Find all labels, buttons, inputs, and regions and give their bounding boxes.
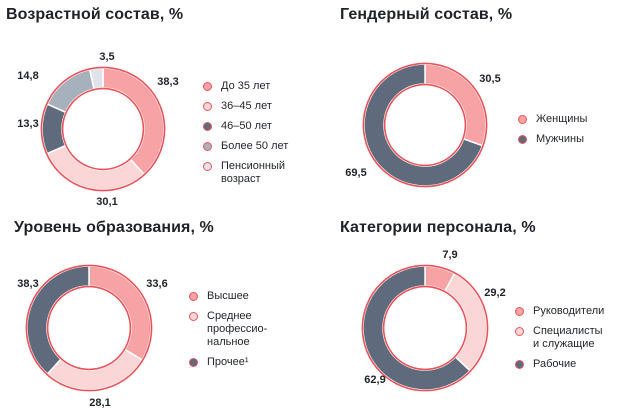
legend-label: 46–50 лет — [221, 120, 272, 132]
value-label-среднее-профессио-нальное: 28,1 — [89, 397, 110, 409]
age-donut-chart: 38,3 30,1 13,3 14,8 3,5 — [17, 51, 178, 208]
legend-item-более-50-лет: Более 50 лет — [203, 140, 288, 153]
legend-swatch — [189, 312, 198, 321]
legend-label: Специалисты и служащие — [533, 325, 603, 350]
legend-swatch — [189, 358, 198, 367]
legend-swatch — [515, 307, 524, 316]
legend-swatch — [203, 102, 212, 111]
legend-label: Руководители — [533, 305, 605, 317]
legend-item-специалисты-и-служащие: Специалисты и служащие — [515, 325, 604, 351]
donut-inner-outline — [61, 87, 145, 171]
legend-swatch — [203, 142, 212, 151]
legend-label: Женщины — [536, 113, 588, 125]
education-legend: Высшее Среднее профессио- нальное Прочее¹ — [189, 290, 267, 376]
gender-donut-chart: 30,5 69,5 — [345, 62, 501, 188]
value-label-46-50-лет: 13,3 — [17, 118, 38, 130]
legend-label: Прочее¹ — [207, 356, 249, 368]
gender-legend: Женщины Мужчины — [518, 113, 587, 153]
value-label-36-45-лет: 30,1 — [96, 196, 117, 208]
value-label-специалисты-и-служащие: 29,2 — [484, 287, 505, 299]
value-label-руководители: 7,9 — [442, 249, 457, 261]
age-chart-title: Возрастной состав, % — [6, 6, 184, 23]
value-label-до-35-лет: 38,3 — [157, 76, 178, 88]
legend-item-женщины: Женщины — [518, 113, 587, 126]
donut-inner-outline — [46, 285, 132, 371]
donut-slice-до-35-лет — [102, 67, 165, 176]
legend-item-прочее: Прочее¹ — [189, 356, 267, 369]
value-label-более-50-лет: 14,8 — [17, 70, 38, 82]
legend-swatch — [515, 360, 524, 369]
legend-item-36-45-лет: 36–45 лет — [203, 100, 288, 113]
legend-item-рабочие: Рабочие — [515, 358, 604, 371]
donut-inner-outline — [383, 83, 467, 167]
legend-label: Высшее — [207, 290, 249, 302]
legend-item-пенсионный-возраст: Пенсионный возраст — [203, 160, 288, 186]
legend-label: Пенсионный возраст — [221, 160, 286, 185]
legend-label: Среднее профессио- нальное — [207, 310, 268, 348]
legend-swatch — [189, 292, 198, 301]
donut-outer-outline — [361, 264, 489, 392]
donut-slice-женщины — [424, 63, 487, 147]
staff-chart-title: Категории персонала, % — [340, 219, 536, 236]
gender-chart-title: Гендерный состав, % — [340, 6, 513, 23]
legend-swatch — [203, 122, 212, 131]
donut-outer-outline — [40, 66, 166, 192]
education-donut-chart: 33,6 28,1 38,3 — [17, 264, 168, 409]
value-label-женщины: 30,5 — [479, 73, 500, 85]
legend-item-46-50-лет: 46–50 лет — [203, 120, 288, 133]
legend-label: Рабочие — [533, 358, 577, 370]
value-label-пенсионный-возраст: 3,5 — [99, 51, 114, 63]
age-legend: До 35 лет 36–45 лет 46–50 лет Более 50 лет П… — [203, 80, 288, 193]
donut-slice-36-45-лет — [46, 144, 145, 191]
legend-item-высшее: Высшее — [189, 290, 267, 303]
value-label-высшее: 33,6 — [146, 278, 167, 290]
legend-item-до-35-лет: До 35 лет — [203, 80, 288, 93]
donut-outer-outline — [25, 264, 153, 392]
legend-label: До 35 лет — [221, 80, 271, 92]
value-label-мужчины: 69,5 — [345, 167, 366, 179]
legend-swatch — [518, 115, 527, 124]
staff-donut-chart: 7,9 29,2 62,9 — [361, 249, 506, 392]
legend-item-мужчины: Мужчины — [518, 133, 587, 146]
legend-swatch — [203, 82, 212, 91]
legend-swatch — [518, 135, 527, 144]
value-label-прочее: 38,3 — [17, 278, 38, 290]
legend-label: Более 50 лет — [221, 140, 289, 152]
legend-swatch — [515, 327, 524, 336]
value-label-рабочие: 62,9 — [364, 374, 385, 386]
staff-legend: Руководители Специалисты и служащие Рабочи… — [515, 305, 604, 378]
legend-item-руководители: Руководители — [515, 305, 604, 318]
legend-item-среднее-профессио-нальное: Среднее профессио- нальное — [189, 310, 267, 349]
legend-label: 36–45 лет — [221, 100, 272, 112]
legend-swatch — [203, 162, 212, 171]
donut-slice-высшее — [88, 265, 152, 361]
education-chart-title: Уровень образования, % — [14, 219, 214, 236]
donut-inner-outline — [382, 285, 468, 371]
legend-label: Мужчины — [536, 133, 585, 145]
donut-outer-outline — [362, 62, 488, 188]
